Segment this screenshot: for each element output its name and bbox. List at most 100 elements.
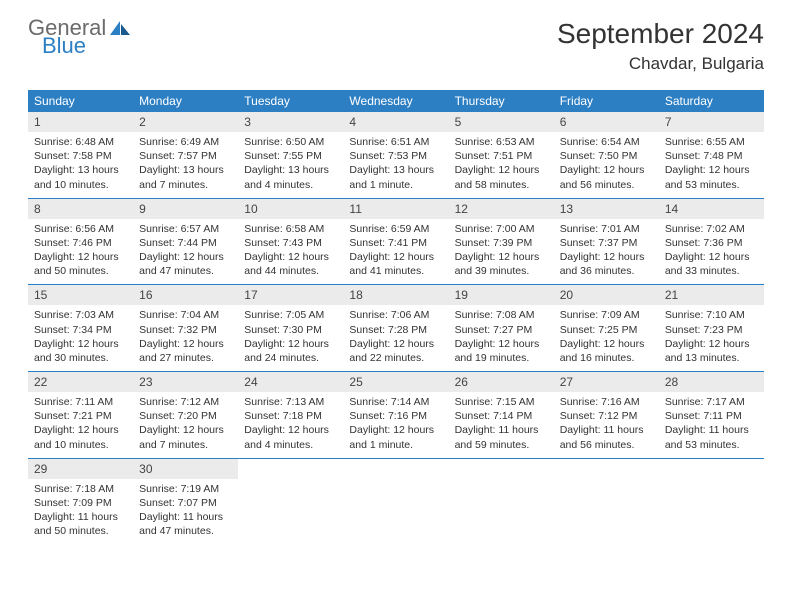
day-number: 5	[449, 112, 554, 132]
month-title: September 2024	[557, 18, 764, 50]
day-content: Sunrise: 6:50 AMSunset: 7:55 PMDaylight:…	[238, 132, 343, 198]
day-content: Sunrise: 7:18 AMSunset: 7:09 PMDaylight:…	[28, 479, 133, 545]
day-cell: 30Sunrise: 7:19 AMSunset: 7:07 PMDayligh…	[133, 459, 238, 545]
day-cell: 25Sunrise: 7:14 AMSunset: 7:16 PMDayligh…	[343, 372, 448, 458]
day-header: Monday	[133, 90, 238, 112]
week-row: 29Sunrise: 7:18 AMSunset: 7:09 PMDayligh…	[28, 458, 764, 545]
week-row: 22Sunrise: 7:11 AMSunset: 7:21 PMDayligh…	[28, 371, 764, 458]
day-number: 1	[28, 112, 133, 132]
day-cell: 20Sunrise: 7:09 AMSunset: 7:25 PMDayligh…	[554, 285, 659, 371]
day-cell: 24Sunrise: 7:13 AMSunset: 7:18 PMDayligh…	[238, 372, 343, 458]
logo-text-blue: Blue	[42, 36, 130, 56]
day-cell: 12Sunrise: 7:00 AMSunset: 7:39 PMDayligh…	[449, 199, 554, 285]
day-content: Sunrise: 7:13 AMSunset: 7:18 PMDaylight:…	[238, 392, 343, 458]
day-number: 22	[28, 372, 133, 392]
day-cell: 16Sunrise: 7:04 AMSunset: 7:32 PMDayligh…	[133, 285, 238, 371]
day-cell: 11Sunrise: 6:59 AMSunset: 7:41 PMDayligh…	[343, 199, 448, 285]
day-number: 19	[449, 285, 554, 305]
day-cell: 18Sunrise: 7:06 AMSunset: 7:28 PMDayligh…	[343, 285, 448, 371]
day-number: 20	[554, 285, 659, 305]
day-number: 17	[238, 285, 343, 305]
day-content: Sunrise: 7:19 AMSunset: 7:07 PMDaylight:…	[133, 479, 238, 545]
day-number: 28	[659, 372, 764, 392]
day-content: Sunrise: 6:48 AMSunset: 7:58 PMDaylight:…	[28, 132, 133, 198]
day-number: 12	[449, 199, 554, 219]
day-number: 26	[449, 372, 554, 392]
day-number: 7	[659, 112, 764, 132]
week-row: 15Sunrise: 7:03 AMSunset: 7:34 PMDayligh…	[28, 284, 764, 371]
day-header: Wednesday	[343, 90, 448, 112]
day-content: Sunrise: 7:06 AMSunset: 7:28 PMDaylight:…	[343, 305, 448, 371]
day-content: Sunrise: 7:04 AMSunset: 7:32 PMDaylight:…	[133, 305, 238, 371]
day-content: Sunrise: 7:05 AMSunset: 7:30 PMDaylight:…	[238, 305, 343, 371]
day-cell	[554, 459, 659, 545]
day-number: 13	[554, 199, 659, 219]
day-number: 9	[133, 199, 238, 219]
day-number: 6	[554, 112, 659, 132]
day-content: Sunrise: 7:02 AMSunset: 7:36 PMDaylight:…	[659, 219, 764, 285]
day-number: 25	[343, 372, 448, 392]
day-content: Sunrise: 7:11 AMSunset: 7:21 PMDaylight:…	[28, 392, 133, 458]
day-content: Sunrise: 7:12 AMSunset: 7:20 PMDaylight:…	[133, 392, 238, 458]
day-cell	[659, 459, 764, 545]
day-content: Sunrise: 7:17 AMSunset: 7:11 PMDaylight:…	[659, 392, 764, 458]
day-number: 14	[659, 199, 764, 219]
day-content: Sunrise: 6:51 AMSunset: 7:53 PMDaylight:…	[343, 132, 448, 198]
day-content: Sunrise: 7:10 AMSunset: 7:23 PMDaylight:…	[659, 305, 764, 371]
day-content: Sunrise: 7:15 AMSunset: 7:14 PMDaylight:…	[449, 392, 554, 458]
day-cell: 5Sunrise: 6:53 AMSunset: 7:51 PMDaylight…	[449, 112, 554, 198]
day-number: 24	[238, 372, 343, 392]
day-content: Sunrise: 6:58 AMSunset: 7:43 PMDaylight:…	[238, 219, 343, 285]
day-content: Sunrise: 6:57 AMSunset: 7:44 PMDaylight:…	[133, 219, 238, 285]
day-content: Sunrise: 7:16 AMSunset: 7:12 PMDaylight:…	[554, 392, 659, 458]
day-cell: 27Sunrise: 7:16 AMSunset: 7:12 PMDayligh…	[554, 372, 659, 458]
day-cell: 23Sunrise: 7:12 AMSunset: 7:20 PMDayligh…	[133, 372, 238, 458]
day-number: 23	[133, 372, 238, 392]
day-header: Tuesday	[238, 90, 343, 112]
day-content: Sunrise: 6:55 AMSunset: 7:48 PMDaylight:…	[659, 132, 764, 198]
day-number: 8	[28, 199, 133, 219]
day-content: Sunrise: 7:01 AMSunset: 7:37 PMDaylight:…	[554, 219, 659, 285]
day-cell: 26Sunrise: 7:15 AMSunset: 7:14 PMDayligh…	[449, 372, 554, 458]
day-content: Sunrise: 7:00 AMSunset: 7:39 PMDaylight:…	[449, 219, 554, 285]
week-row: 1Sunrise: 6:48 AMSunset: 7:58 PMDaylight…	[28, 112, 764, 198]
day-cell: 6Sunrise: 6:54 AMSunset: 7:50 PMDaylight…	[554, 112, 659, 198]
day-content: Sunrise: 6:59 AMSunset: 7:41 PMDaylight:…	[343, 219, 448, 285]
day-cell	[449, 459, 554, 545]
day-content: Sunrise: 7:03 AMSunset: 7:34 PMDaylight:…	[28, 305, 133, 371]
day-cell: 14Sunrise: 7:02 AMSunset: 7:36 PMDayligh…	[659, 199, 764, 285]
calendar: SundayMondayTuesdayWednesdayThursdayFrid…	[28, 90, 764, 544]
day-cell: 17Sunrise: 7:05 AMSunset: 7:30 PMDayligh…	[238, 285, 343, 371]
day-content: Sunrise: 7:14 AMSunset: 7:16 PMDaylight:…	[343, 392, 448, 458]
day-headers-row: SundayMondayTuesdayWednesdayThursdayFrid…	[28, 90, 764, 112]
day-number: 11	[343, 199, 448, 219]
day-cell: 13Sunrise: 7:01 AMSunset: 7:37 PMDayligh…	[554, 199, 659, 285]
day-number: 18	[343, 285, 448, 305]
day-cell: 8Sunrise: 6:56 AMSunset: 7:46 PMDaylight…	[28, 199, 133, 285]
day-header: Thursday	[449, 90, 554, 112]
logo-sail-icon	[110, 21, 130, 35]
week-row: 8Sunrise: 6:56 AMSunset: 7:46 PMDaylight…	[28, 198, 764, 285]
day-number: 30	[133, 459, 238, 479]
day-cell: 7Sunrise: 6:55 AMSunset: 7:48 PMDaylight…	[659, 112, 764, 198]
day-cell: 9Sunrise: 6:57 AMSunset: 7:44 PMDaylight…	[133, 199, 238, 285]
header: General Blue September 2024 Chavdar, Bul…	[28, 18, 764, 74]
day-content: Sunrise: 7:08 AMSunset: 7:27 PMDaylight:…	[449, 305, 554, 371]
day-number: 16	[133, 285, 238, 305]
day-cell: 4Sunrise: 6:51 AMSunset: 7:53 PMDaylight…	[343, 112, 448, 198]
day-cell	[238, 459, 343, 545]
day-number: 2	[133, 112, 238, 132]
day-header: Friday	[554, 90, 659, 112]
day-cell: 2Sunrise: 6:49 AMSunset: 7:57 PMDaylight…	[133, 112, 238, 198]
logo: General Blue	[28, 18, 130, 56]
day-cell: 10Sunrise: 6:58 AMSunset: 7:43 PMDayligh…	[238, 199, 343, 285]
day-cell: 19Sunrise: 7:08 AMSunset: 7:27 PMDayligh…	[449, 285, 554, 371]
day-cell: 3Sunrise: 6:50 AMSunset: 7:55 PMDaylight…	[238, 112, 343, 198]
day-content: Sunrise: 6:54 AMSunset: 7:50 PMDaylight:…	[554, 132, 659, 198]
day-number: 10	[238, 199, 343, 219]
day-number: 29	[28, 459, 133, 479]
day-cell: 28Sunrise: 7:17 AMSunset: 7:11 PMDayligh…	[659, 372, 764, 458]
day-number: 4	[343, 112, 448, 132]
title-block: September 2024 Chavdar, Bulgaria	[557, 18, 764, 74]
day-content: Sunrise: 6:49 AMSunset: 7:57 PMDaylight:…	[133, 132, 238, 198]
